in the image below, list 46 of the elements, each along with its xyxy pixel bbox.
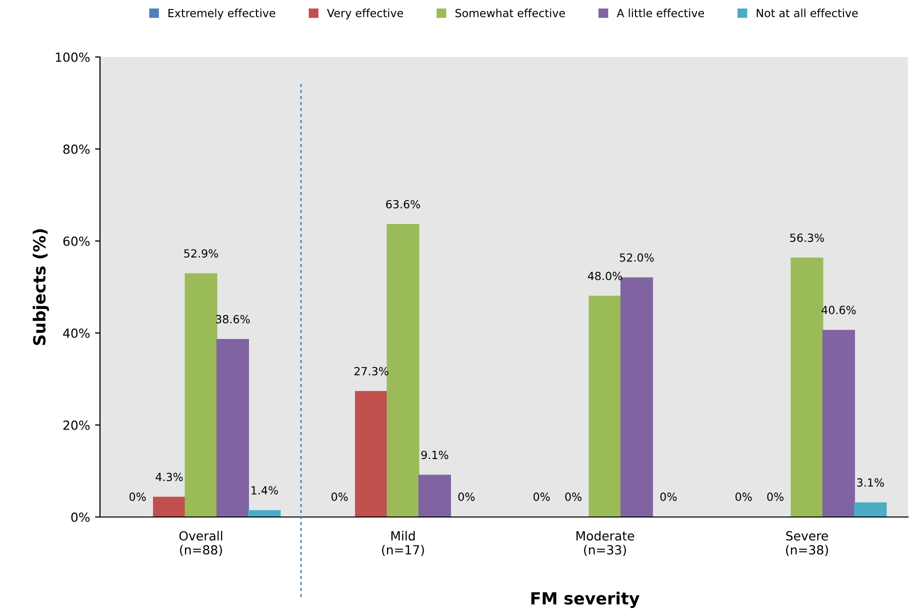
x-tick-label: Mild (n=17) [382,530,424,556]
bar [822,330,855,517]
x-tick-label: Overall (n=88) [179,530,222,556]
legend-label: Extremely effective [168,8,276,20]
data-label: 63.6% [386,200,420,208]
bar [153,496,186,517]
bar [790,258,824,517]
data-label: 52.0% [620,253,654,262]
x-tick-label: Severe (n=38) [786,531,828,556]
legend-label: A little effective [616,8,704,18]
legend-label: Very effective [327,8,404,20]
y-tick-label: 100% [56,52,90,62]
bar [854,502,887,517]
data-label: 0% [660,492,677,501]
bar [588,296,622,517]
data-label: 0% [331,492,348,501]
data-label: 0% [767,492,784,501]
bar [418,474,451,517]
y-axis-title: Subjects (%) [32,229,49,345]
bar [386,224,420,517]
bar [248,510,281,517]
y-tick-label: 0% [71,512,90,522]
data-label: 0% [565,492,582,501]
y-tick-label: 60% [63,236,90,246]
y-tick-label: 40% [63,328,90,338]
bar [355,391,388,517]
legend-label: Not at all effective [756,8,858,18]
data-label: 0% [735,492,752,501]
data-label: 1.4% [252,486,278,495]
y-tick-label: 20% [63,420,90,430]
data-label: 48.0% [588,272,622,280]
y-tick-label: 80% [63,144,90,154]
data-label: 0% [129,492,146,501]
legend-label: Somewhat effective [455,8,565,18]
data-label: 0% [533,492,550,501]
data-label: 56.3% [790,234,824,242]
x-axis-title: FM severity [531,592,640,608]
bar [184,273,218,517]
bar [620,277,653,517]
data-label: 4.3% [156,472,183,482]
data-label: 9.1% [421,450,448,460]
data-label: 52.9% [184,249,218,258]
bar [216,339,249,517]
data-label: 0% [458,492,475,501]
data-label: 3.1% [857,478,884,487]
x-tick-label: Moderate (n=33) [576,530,634,556]
